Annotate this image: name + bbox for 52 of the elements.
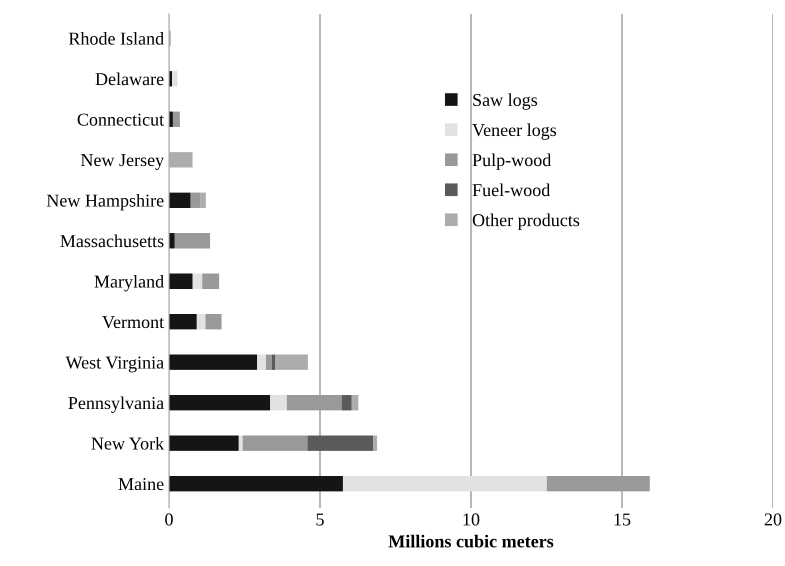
bar [200, 192, 206, 208]
y-tick-label: Maine [118, 478, 164, 490]
bar [169, 476, 343, 492]
y-tick-label: Vermont [102, 316, 164, 328]
bar [242, 436, 308, 451]
x-tick-label: 10 [464, 513, 480, 526]
x-axis-title: Millions cubic meters [388, 534, 554, 548]
y-tick-label: Rhode Island [68, 32, 164, 45]
y-tick-label: Connecticut [78, 114, 164, 126]
legend-label: Fuel-wood [472, 184, 550, 196]
bar [192, 274, 202, 289]
x-tick-label: 20 [764, 513, 782, 526]
bar [342, 395, 352, 410]
bar [270, 395, 287, 410]
bar [352, 395, 358, 410]
y-tick-label: New Hampshire [46, 194, 164, 210]
bar [373, 436, 378, 451]
bar [169, 112, 173, 127]
legend-label: Veneer logs [472, 123, 556, 140]
bar [202, 274, 220, 289]
y-tick-label: New York [91, 436, 164, 450]
bar [196, 314, 206, 330]
bar [342, 476, 547, 492]
x-tick-label: 0 [165, 513, 173, 526]
bar [308, 436, 374, 451]
y-tick-label: New Jersey [80, 154, 164, 170]
bar [169, 354, 258, 370]
bar [172, 112, 180, 127]
bar [169, 436, 239, 451]
bar [266, 354, 272, 370]
bar [169, 274, 193, 289]
bar [206, 314, 222, 330]
bar [190, 192, 200, 208]
y-tick-label: West Virginia [66, 356, 164, 372]
y-tick-label: Maryland [94, 274, 164, 292]
legend-label: Pulp-wood [472, 154, 552, 170]
bar [169, 314, 197, 330]
bar [257, 354, 266, 370]
bar [172, 71, 178, 86]
legend-label: Other products [472, 214, 580, 230]
bar [174, 233, 210, 248]
x-tick-label: 15 [614, 513, 630, 526]
bar [275, 354, 308, 370]
y-tick-label: Pennsylvania [68, 396, 164, 413]
x-tick-label: 5 [316, 514, 324, 526]
bar [169, 192, 190, 208]
bar [238, 436, 243, 451]
bar [272, 354, 275, 370]
legend-label: Saw logs [473, 93, 538, 110]
bar [169, 395, 270, 410]
y-tick-label: Massachusetts [60, 234, 164, 248]
y-tick-label: Delaware [95, 72, 164, 86]
